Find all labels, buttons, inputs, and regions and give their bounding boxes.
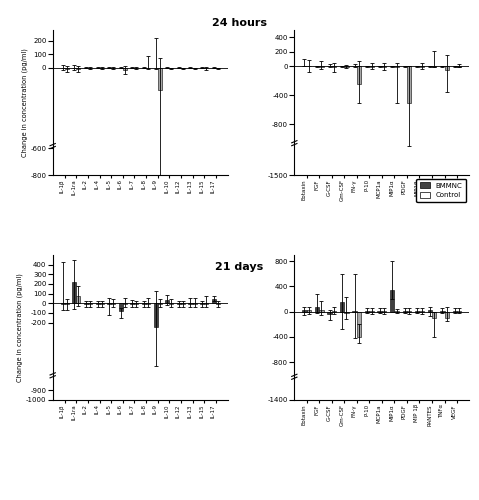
Y-axis label: Change in concentration (pg/ml): Change in concentration (pg/ml)	[21, 48, 28, 157]
Bar	[453, 311, 457, 312]
Bar	[365, 311, 369, 312]
Bar	[344, 66, 349, 67]
Bar	[457, 311, 461, 312]
Bar	[407, 311, 411, 312]
Bar	[158, 68, 162, 90]
Bar	[353, 311, 357, 312]
Bar	[154, 304, 158, 328]
Bar	[394, 311, 399, 312]
Bar	[415, 311, 420, 312]
Bar	[445, 66, 449, 70]
Bar	[445, 312, 449, 318]
Bar	[357, 66, 361, 84]
Text: 21 days: 21 days	[216, 262, 263, 272]
Bar	[65, 68, 69, 69]
Bar	[327, 312, 332, 314]
Bar	[315, 306, 319, 312]
Y-axis label: Change in concentration (pg/ml): Change in concentration (pg/ml)	[17, 273, 23, 382]
Bar	[302, 310, 307, 312]
Bar	[340, 302, 344, 312]
Bar	[119, 304, 123, 311]
Bar	[420, 311, 424, 312]
Bar	[212, 300, 216, 304]
Bar	[428, 310, 432, 312]
Bar	[76, 296, 80, 304]
Bar	[344, 312, 349, 313]
Bar	[332, 311, 336, 312]
Bar	[357, 312, 361, 337]
Bar	[165, 300, 169, 304]
Bar	[382, 311, 386, 312]
Bar	[72, 282, 76, 304]
Bar	[432, 312, 436, 318]
Legend: BMMNC, Control: BMMNC, Control	[416, 178, 466, 202]
Bar	[76, 68, 80, 69]
Bar	[407, 66, 411, 102]
Bar	[402, 311, 407, 312]
Bar	[369, 311, 374, 312]
Bar	[307, 310, 311, 312]
Bar	[377, 311, 382, 312]
Bar	[440, 311, 445, 312]
Bar	[123, 68, 127, 70]
Text: 24 hours: 24 hours	[212, 18, 267, 28]
Bar	[394, 66, 399, 67]
Bar	[319, 310, 324, 312]
Bar	[390, 290, 394, 312]
